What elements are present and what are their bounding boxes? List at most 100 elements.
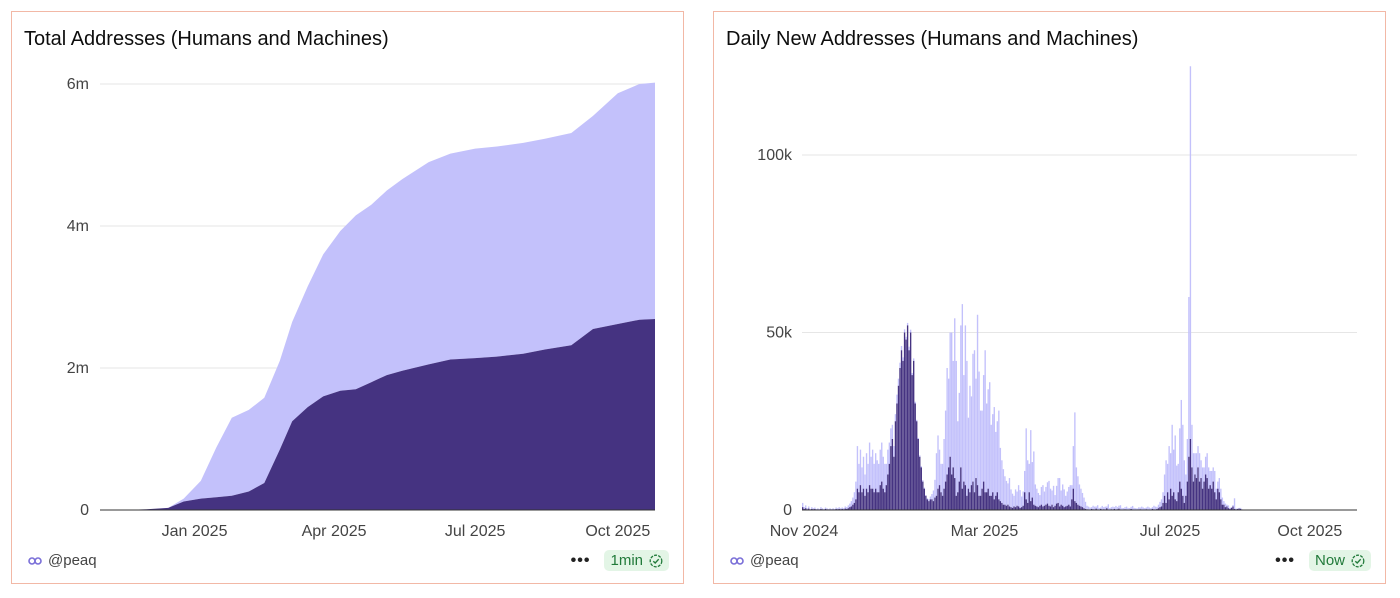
bar-lower-segment bbox=[1095, 508, 1097, 510]
total-addresses-chart: 0 2m 4m 6m Jan 2025 Apr 2025 Jul 2025 Oct 2025 bbox=[67, 76, 655, 540]
bar-upper-segment bbox=[1200, 460, 1202, 479]
bar-upper-segment bbox=[1142, 507, 1144, 510]
bar-upper-segment bbox=[1084, 501, 1087, 509]
bar-lower-segment bbox=[865, 488, 868, 510]
bar-upper-segment bbox=[1052, 485, 1055, 508]
bar-upper-segment bbox=[935, 453, 938, 496]
bar-lower-segment bbox=[947, 467, 950, 510]
bar-upper-segment bbox=[934, 479, 936, 498]
bar-upper-segment bbox=[806, 508, 808, 510]
bar-lower-segment bbox=[955, 495, 957, 510]
bar-lower-segment bbox=[954, 478, 956, 510]
bar-upper-segment bbox=[1004, 476, 1006, 505]
bar-upper-segment bbox=[1150, 508, 1152, 510]
source-handle[interactable]: @peaq bbox=[750, 552, 799, 569]
x-tick-label: Nov 2024 bbox=[770, 523, 839, 540]
bar-upper-segment bbox=[1141, 506, 1143, 510]
bar-lower-segment bbox=[943, 488, 945, 510]
bar-upper-segment bbox=[964, 325, 967, 486]
bar-upper-segment bbox=[981, 410, 983, 489]
bar-upper-segment bbox=[821, 508, 824, 510]
bar-lower-segment bbox=[1042, 506, 1044, 510]
bar-upper-segment bbox=[923, 487, 926, 489]
bar-upper-segment bbox=[925, 495, 927, 496]
bar-upper-segment bbox=[1223, 501, 1225, 505]
bar-upper-segment bbox=[844, 506, 846, 509]
bar-lower-segment bbox=[989, 495, 991, 510]
more-options-icon[interactable]: ••• bbox=[570, 551, 591, 569]
refresh-status-badge[interactable]: 1min bbox=[604, 550, 669, 571]
bar-lower-segment bbox=[1192, 481, 1195, 510]
y-tick-label: 0 bbox=[783, 502, 792, 519]
bar-lower-segment bbox=[1186, 481, 1189, 510]
bar-upper-segment bbox=[1166, 463, 1169, 493]
bar-lower-segment bbox=[960, 467, 962, 510]
bar-upper-segment bbox=[949, 332, 951, 457]
bar-lower-segment bbox=[1207, 488, 1210, 510]
bar-upper-segment bbox=[1042, 485, 1044, 507]
bar-lower-segment bbox=[858, 492, 860, 510]
bar-upper-segment bbox=[1112, 506, 1114, 510]
bar-upper-segment bbox=[1024, 470, 1026, 493]
bar-upper-segment bbox=[984, 350, 986, 493]
bar-lower-segment bbox=[1211, 488, 1213, 510]
bar-lower-segment bbox=[1169, 488, 1172, 510]
x-tick-label: Jul 2025 bbox=[1140, 523, 1201, 540]
bar-upper-segment bbox=[1173, 449, 1175, 493]
bar-upper-segment bbox=[896, 394, 898, 404]
bar-lower-segment bbox=[844, 508, 846, 510]
bar-lower-segment bbox=[1203, 481, 1205, 510]
bar-lower-segment bbox=[1151, 508, 1154, 510]
bar-lower-segment bbox=[1037, 507, 1040, 510]
bar-lower-segment bbox=[871, 488, 874, 510]
bar-upper-segment bbox=[1174, 435, 1176, 500]
bar-upper-segment bbox=[919, 455, 921, 457]
bar-upper-segment bbox=[843, 508, 845, 510]
bar-lower-segment bbox=[1034, 505, 1037, 510]
refresh-status-label: Now bbox=[1314, 552, 1345, 569]
bar-upper-segment bbox=[1233, 498, 1236, 509]
bar-upper-segment bbox=[887, 449, 889, 475]
bar-upper-segment bbox=[992, 414, 994, 493]
bar-upper-segment bbox=[976, 314, 979, 486]
bar-lower-segment bbox=[1224, 507, 1227, 510]
bar-upper-segment bbox=[1080, 488, 1082, 507]
bar-lower-segment bbox=[1159, 507, 1161, 510]
bar-upper-segment bbox=[879, 449, 881, 486]
bar-upper-segment bbox=[1214, 470, 1216, 493]
source-handle[interactable]: @peaq bbox=[48, 552, 97, 569]
bar-upper-segment bbox=[1194, 453, 1196, 475]
bar-upper-segment bbox=[1182, 424, 1184, 496]
bar-lower-segment bbox=[1163, 495, 1166, 510]
bar-upper-segment bbox=[885, 463, 887, 486]
bar-upper-segment bbox=[1048, 480, 1050, 506]
bar-lower-segment bbox=[916, 421, 918, 510]
bar-lower-segment bbox=[1040, 504, 1043, 511]
bar-upper-segment bbox=[973, 350, 976, 493]
bar-lower-segment bbox=[1013, 506, 1015, 510]
bar-lower-segment bbox=[1217, 488, 1219, 510]
bar-lower-segment bbox=[1185, 495, 1187, 510]
bar-upper-segment bbox=[944, 410, 947, 482]
bar-lower-segment bbox=[814, 508, 816, 510]
bar-lower-segment bbox=[1017, 506, 1020, 510]
bar-lower-segment bbox=[978, 495, 980, 510]
bar-upper-segment bbox=[809, 508, 811, 510]
bar-lower-segment bbox=[1049, 506, 1052, 510]
bar-upper-segment bbox=[1188, 297, 1190, 457]
bar-lower-segment bbox=[1100, 508, 1102, 510]
bar-upper-segment bbox=[830, 508, 833, 510]
series-lower-area bbox=[121, 319, 655, 510]
more-options-icon[interactable]: ••• bbox=[1275, 551, 1295, 569]
bar-upper-segment bbox=[1151, 507, 1154, 509]
bar-lower-segment bbox=[884, 492, 886, 510]
bar-upper-segment bbox=[1074, 412, 1076, 502]
refresh-status-badge[interactable]: Now bbox=[1308, 550, 1371, 571]
bar-lower-segment bbox=[894, 421, 897, 510]
bar-upper-segment bbox=[1156, 506, 1158, 509]
bar-upper-segment bbox=[1217, 481, 1219, 489]
bar-lower-segment bbox=[824, 508, 827, 510]
bar-upper-segment bbox=[890, 428, 892, 447]
bar-lower-segment bbox=[1118, 508, 1120, 510]
bar-lower-segment bbox=[1230, 507, 1233, 510]
